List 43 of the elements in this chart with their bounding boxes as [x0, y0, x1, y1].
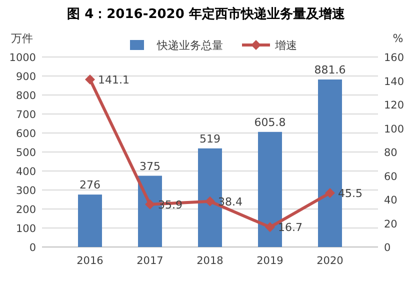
- data-label: 35.9: [158, 198, 182, 212]
- y2-tick-label: 40: [384, 194, 398, 206]
- y2-tick-label: 160: [384, 52, 404, 64]
- x-tick-label: 2019: [256, 255, 284, 267]
- y-tick-label: 700: [16, 109, 36, 121]
- y-tick-label: 300: [16, 185, 36, 197]
- y2-tick-label: 60: [384, 170, 398, 183]
- y-tick-label: 500: [16, 147, 36, 159]
- y2-axis-title: %: [392, 32, 404, 45]
- y-tick-label: 1000: [9, 52, 36, 64]
- legend-label: 快递业务总量: [156, 39, 223, 52]
- y-tick-label: 800: [16, 90, 36, 102]
- x-tick-label: 2020: [316, 255, 344, 267]
- y2-tick-label: 120: [384, 100, 404, 112]
- y2-tick-label: 80: [384, 147, 398, 159]
- bar: [78, 194, 102, 247]
- y-axis-title: 万件: [11, 32, 33, 45]
- data-label: 881.6: [314, 63, 346, 76]
- y2-tick-label: 20: [384, 218, 398, 230]
- data-label: 141.1: [98, 73, 130, 86]
- y-tick-label: 400: [16, 166, 36, 178]
- y-tick-label: 200: [16, 204, 36, 216]
- x-tick-label: 2017: [136, 255, 164, 267]
- legend-label: 增速: [274, 39, 297, 52]
- y-tick-label: 900: [16, 71, 36, 83]
- point: [325, 188, 335, 198]
- y2-tick-label: 100: [384, 123, 404, 136]
- y2-tick-label: 0: [384, 242, 391, 254]
- data-label: 605.8: [254, 116, 286, 129]
- y-tick-label: 100: [16, 223, 36, 235]
- data-label: 375: [140, 160, 160, 173]
- y-tick-label: 0: [29, 242, 36, 254]
- data-label: 276: [80, 178, 100, 192]
- x-tick-label: 2018: [196, 255, 224, 267]
- point: [85, 74, 95, 84]
- x-tick-label: 2016: [76, 255, 104, 267]
- data-label: 519: [200, 132, 220, 146]
- chart-title: 图 4：2016-2020 年定西市快递业务量及增速: [67, 6, 346, 22]
- point: [205, 196, 215, 206]
- point: [265, 222, 275, 232]
- y-tick-label: 600: [16, 128, 36, 140]
- point: [145, 199, 155, 210]
- y2-tick-label: 140: [384, 76, 404, 88]
